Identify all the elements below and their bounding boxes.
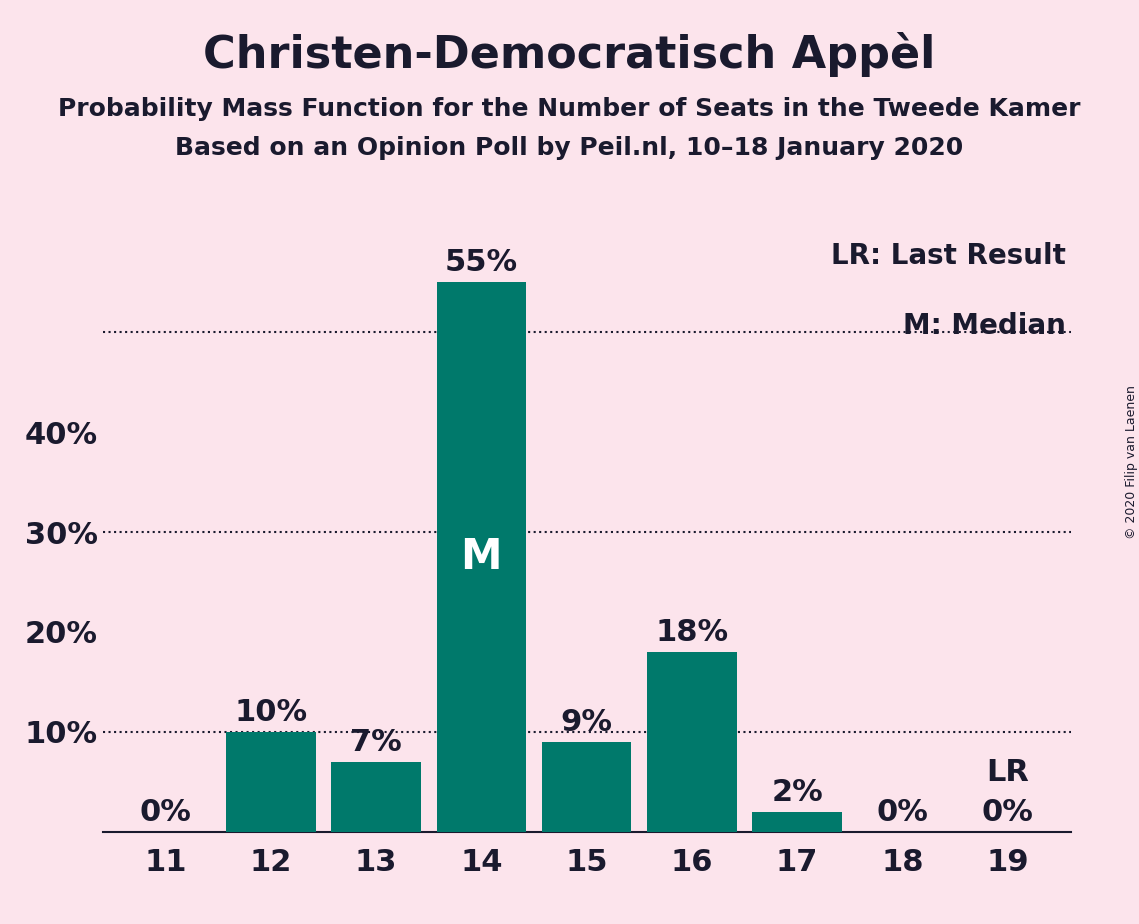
- Text: Based on an Opinion Poll by Peil.nl, 10–18 January 2020: Based on an Opinion Poll by Peil.nl, 10–…: [175, 136, 964, 160]
- Bar: [542, 742, 631, 832]
- Text: LR: LR: [986, 758, 1029, 786]
- Text: M: Median: M: Median: [902, 312, 1065, 340]
- Text: 0%: 0%: [140, 797, 191, 827]
- Text: 9%: 9%: [560, 708, 613, 736]
- Text: 10%: 10%: [235, 698, 308, 727]
- Text: M: M: [460, 536, 502, 578]
- Text: 18%: 18%: [655, 618, 728, 647]
- Text: Probability Mass Function for the Number of Seats in the Tweede Kamer: Probability Mass Function for the Number…: [58, 97, 1081, 121]
- Text: 0%: 0%: [982, 797, 1033, 827]
- Text: 2%: 2%: [771, 778, 822, 807]
- Bar: [227, 732, 316, 832]
- Text: 0%: 0%: [876, 797, 928, 827]
- Text: 55%: 55%: [445, 249, 518, 277]
- Bar: [647, 651, 737, 832]
- Text: © 2020 Filip van Laenen: © 2020 Filip van Laenen: [1124, 385, 1138, 539]
- Bar: [436, 283, 526, 832]
- Text: Christen-Democratisch Appèl: Christen-Democratisch Appèl: [204, 32, 935, 78]
- Text: 7%: 7%: [351, 728, 402, 757]
- Bar: [753, 811, 842, 832]
- Text: LR: Last Result: LR: Last Result: [830, 242, 1065, 271]
- Bar: [331, 761, 420, 832]
